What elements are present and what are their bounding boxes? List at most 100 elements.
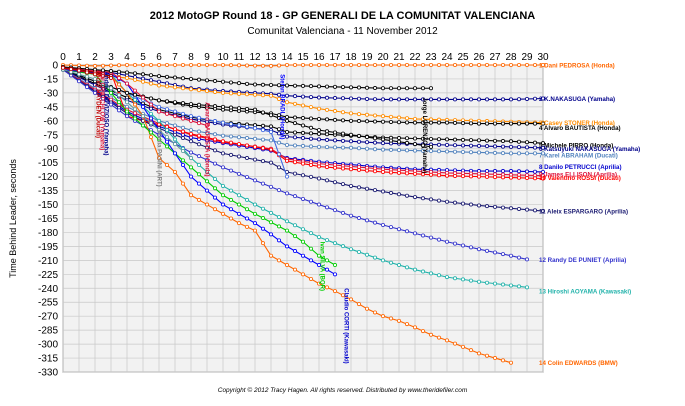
data-point	[332, 130, 337, 135]
data-point	[460, 97, 465, 102]
data-point	[500, 63, 505, 68]
data-point	[428, 63, 433, 68]
chart-subtitle: Comunitat Valenciana - 11 November 2012	[247, 26, 438, 37]
end-label: 6 Katsuyuki NAKASUGA (Yamaha)	[539, 146, 640, 153]
data-point	[525, 257, 530, 262]
data-point	[324, 205, 329, 210]
data-point	[380, 114, 385, 119]
data-point	[533, 140, 538, 145]
y-tick-label: -15	[44, 74, 59, 85]
data-point	[148, 121, 153, 126]
data-point	[164, 99, 169, 104]
data-point	[212, 186, 217, 191]
data-point	[77, 79, 82, 84]
data-point	[332, 165, 337, 170]
data-point	[372, 169, 377, 174]
data-point	[324, 238, 329, 243]
x-tick-label: 1	[76, 52, 82, 63]
data-point	[340, 210, 345, 215]
data-point	[332, 84, 337, 89]
data-point	[444, 173, 449, 178]
data-point	[412, 231, 417, 236]
data-point	[188, 87, 193, 92]
data-point	[404, 171, 409, 176]
data-point	[148, 116, 153, 121]
data-point	[404, 97, 409, 102]
data-point	[109, 102, 114, 107]
data-point	[308, 276, 313, 281]
data-point	[140, 79, 145, 84]
vertical-label: Stefan BRADL (Honda)	[279, 74, 285, 139]
data-point	[308, 84, 313, 89]
data-point	[525, 151, 530, 156]
data-point	[268, 147, 273, 152]
data-point	[284, 158, 289, 163]
data-point	[444, 199, 449, 204]
data-point	[444, 63, 449, 68]
data-point	[484, 138, 489, 143]
data-point	[324, 84, 329, 89]
data-point	[212, 137, 217, 142]
data-point	[284, 100, 289, 105]
data-point	[316, 176, 321, 181]
data-point	[156, 83, 161, 88]
data-point	[252, 107, 257, 112]
data-point	[356, 112, 361, 117]
data-point	[204, 145, 209, 150]
data-point	[348, 167, 353, 172]
x-tick-label: 3	[108, 52, 114, 63]
data-point	[340, 166, 345, 171]
data-point	[533, 151, 538, 156]
data-point	[140, 95, 145, 100]
data-point	[172, 85, 177, 90]
data-point	[396, 120, 401, 125]
data-point	[436, 142, 441, 147]
data-point	[268, 210, 273, 215]
data-point	[428, 235, 433, 240]
data-point	[300, 123, 305, 128]
data-point	[300, 272, 305, 277]
data-point	[348, 213, 353, 218]
data-point	[468, 245, 473, 250]
data-point	[500, 205, 505, 210]
data-point	[228, 134, 233, 139]
data-point	[180, 125, 185, 130]
data-point	[428, 172, 433, 177]
data-point	[492, 63, 497, 68]
data-point	[188, 76, 193, 81]
data-point	[300, 116, 305, 121]
data-point	[164, 144, 169, 149]
data-point	[428, 144, 433, 149]
data-point	[188, 114, 193, 119]
x-tick-label: 29	[521, 52, 533, 63]
data-point	[412, 86, 417, 91]
data-point	[180, 163, 185, 168]
data-point	[436, 237, 441, 242]
data-point	[284, 143, 289, 148]
data-point	[460, 121, 465, 126]
data-point	[204, 63, 209, 68]
data-point	[204, 179, 209, 184]
data-point	[468, 121, 473, 126]
data-point	[220, 165, 225, 170]
data-point	[436, 137, 441, 142]
data-point	[180, 136, 185, 141]
data-point	[252, 202, 257, 207]
data-point	[436, 120, 441, 125]
data-point	[244, 197, 249, 202]
x-tick-label: 25	[457, 52, 469, 63]
data-point	[292, 194, 297, 199]
data-point	[300, 173, 305, 178]
data-point	[204, 117, 209, 122]
data-point	[452, 341, 457, 346]
data-point	[380, 223, 385, 228]
data-point	[332, 289, 337, 294]
data-point	[212, 148, 217, 153]
data-point	[324, 117, 329, 122]
data-point	[228, 91, 233, 96]
data-point	[85, 70, 90, 75]
data-point	[308, 144, 313, 149]
data-point	[148, 111, 153, 116]
data-point	[244, 106, 249, 111]
data-point	[308, 163, 313, 168]
